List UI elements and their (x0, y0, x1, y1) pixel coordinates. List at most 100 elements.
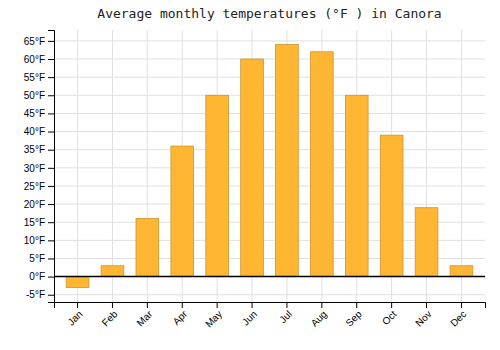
y-axis: -5°F 0°F 5°F 10°F 15°F 20°F 25°F 30°F 35°F 40°F 45… (24, 31, 55, 303)
x-tick-label: Dec (448, 308, 468, 328)
zero-line (54, 276, 485, 278)
y-tick-label: 10°F (24, 235, 45, 246)
y-tick-label: 5°F (29, 253, 45, 264)
y-grid-line (54, 95, 485, 96)
bar (206, 95, 229, 276)
y-tick-label: 40°F (24, 126, 45, 137)
x-tick-label: May (203, 308, 224, 329)
y-tick-mark (48, 258, 54, 259)
y-tick: 45°F (24, 108, 54, 119)
x-tick-label: Apr (171, 308, 190, 327)
x-tick-mark (321, 302, 322, 308)
y-tick: -5°F (26, 289, 54, 300)
x-axis: Jan Feb Mar Apr May Jun Jul Aug Sep Oct Nov Dec (55, 302, 486, 330)
y-tick: 0°F (29, 271, 54, 282)
y-tick: 15°F (24, 217, 54, 228)
y-tick: 40°F (24, 126, 54, 137)
bars (66, 45, 473, 288)
y-tick-label: 20°F (24, 199, 45, 210)
bar (311, 52, 334, 277)
x-tick-label: Jul (277, 308, 294, 325)
y-tick-label: 45°F (24, 108, 45, 119)
y-tick-label: -5°F (26, 289, 45, 300)
y-tick-label: 65°F (24, 36, 45, 47)
y-tick: 50°F (24, 90, 54, 101)
x-tick-mark (182, 302, 183, 308)
y-tick-mark (48, 113, 54, 114)
y-tick-label: 60°F (24, 54, 45, 65)
y-grid-line (54, 131, 485, 132)
x-tick-label: Aug (309, 308, 329, 328)
x-tick-mark (461, 302, 462, 308)
x-tick-label: Oct (380, 308, 399, 327)
y-tick-mark (48, 132, 54, 133)
y-tick-mark (48, 59, 54, 60)
x-tick-label: Jan (65, 308, 84, 327)
x-tick: Jan (65, 302, 84, 328)
y-tick-mark (48, 95, 54, 96)
y-tick: 10°F (24, 235, 54, 246)
x-tick: Nov (413, 302, 433, 329)
y-tick-label: 0°F (29, 271, 45, 282)
x-tick: Sep (343, 302, 364, 329)
x-tick-mark (147, 302, 148, 308)
y-tick-mark (48, 277, 54, 278)
bar (241, 59, 264, 277)
x-tick-mark (426, 302, 427, 308)
x-axis-line (55, 303, 486, 309)
x-tick-label: Sep (343, 308, 364, 329)
y-tick: 35°F (24, 144, 54, 155)
grid (54, 30, 485, 302)
bar (66, 277, 89, 288)
y-grid-line (54, 185, 485, 186)
y-tick-mark (48, 168, 54, 169)
x-tick-mark (286, 302, 287, 308)
x-tick-mark (77, 302, 78, 308)
x-grid-line (112, 30, 113, 302)
y-tick-mark (48, 150, 54, 151)
bar (415, 208, 438, 277)
x-tick-label: Nov (413, 308, 433, 328)
x-grid-line (77, 30, 78, 302)
y-tick-label: 15°F (24, 217, 45, 228)
y-axis-line (48, 31, 55, 303)
y-tick-label: 55°F (24, 72, 45, 83)
y-tick-label: 25°F (24, 181, 45, 192)
x-grid-line (461, 30, 462, 302)
x-tick-mark (391, 302, 392, 308)
y-tick: 5°F (29, 253, 54, 264)
x-tick-mark (356, 302, 357, 308)
y-grid-line (54, 77, 485, 78)
x-tick: Jul (277, 302, 294, 325)
bar (136, 219, 159, 277)
chart-container: -5°F 0°F 5°F 10°F 15°F 20°F 25°F 30°F 35°F 40°F 45… (0, 0, 500, 350)
bar (171, 146, 194, 277)
bar (345, 95, 368, 276)
y-tick: 60°F (24, 54, 54, 65)
bar (276, 45, 299, 277)
y-tick-mark (48, 295, 54, 296)
bar (450, 266, 473, 277)
x-tick-label: Jun (240, 308, 259, 327)
x-tick: Feb (100, 302, 120, 328)
y-grid-line (54, 113, 485, 114)
y-tick-mark (48, 204, 54, 205)
y-tick-mark (48, 240, 54, 241)
y-grid-line (54, 204, 485, 205)
x-tick-mark (252, 302, 253, 308)
x-tick-mark (217, 302, 218, 308)
title: Average monthly temperatures (°F ) in Ca… (97, 6, 441, 21)
x-tick: Mar (134, 302, 154, 328)
y-tick-mark (48, 222, 54, 223)
y-tick: 30°F (24, 163, 54, 174)
x-tick: Jun (240, 302, 259, 328)
y-tick-label: 30°F (24, 163, 45, 174)
chart-svg: -5°F 0°F 5°F 10°F 15°F 20°F 25°F 30°F 35°F 40°F 45… (0, 0, 500, 350)
x-tick-label: Feb (100, 308, 120, 328)
y-grid-line (54, 149, 485, 150)
x-tick-mark (112, 302, 113, 308)
x-tick: Apr (171, 302, 190, 327)
y-tick-label: 35°F (24, 144, 45, 155)
y-tick-mark (48, 41, 54, 42)
y-grid-line (54, 59, 485, 60)
